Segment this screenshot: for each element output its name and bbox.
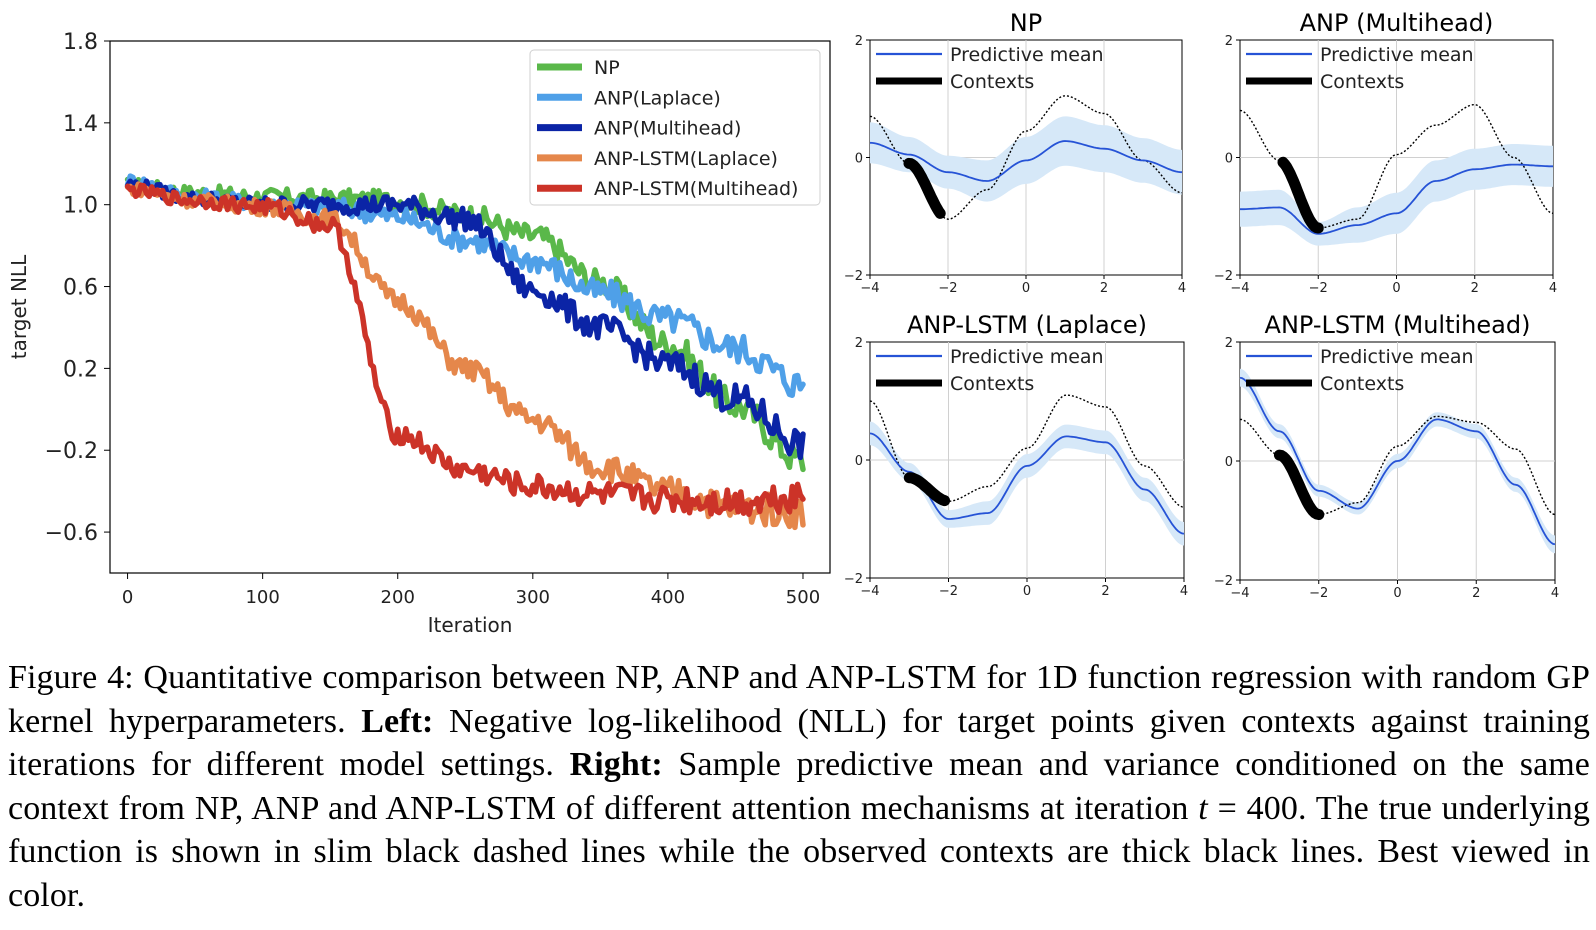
nll-x-tick-label: 300 [516, 587, 550, 608]
nll-y-tick-label: 0.6 [63, 276, 98, 301]
panel-x-tick-label: −4 [860, 281, 879, 296]
panel-x-tick-label: 0 [1392, 281, 1400, 296]
panel-x-tick-label: 0 [1023, 584, 1031, 599]
panel-x-tick-label: 0 [1393, 586, 1401, 601]
contexts-line [903, 157, 946, 219]
panel-legend-label: Predictive mean [950, 44, 1104, 66]
panel-y-tick-label: −2 [1214, 574, 1233, 589]
caption-math-t: t [1198, 789, 1208, 827]
panel-title: NP [1010, 9, 1042, 37]
panel-legend-label: Contexts [950, 71, 1034, 93]
nll-legend-label: ANP-LSTM(Laplace) [594, 148, 778, 170]
nll-x-tick-label: 500 [786, 587, 820, 608]
panel-y-tick-label: 0 [1225, 152, 1233, 167]
nll-y-tick-label: −0.2 [45, 439, 98, 464]
contexts-line [1277, 156, 1324, 234]
panel-x-tick-label: −2 [1309, 281, 1328, 296]
panel-y-tick-label: 2 [855, 336, 863, 351]
panel-y-tick-label: 2 [1225, 34, 1233, 49]
panel-x-tick-label: −2 [938, 281, 957, 296]
panel-y-tick-label: 0 [855, 152, 863, 167]
contexts-line [1273, 449, 1325, 520]
true-function-line [869, 95, 1183, 220]
nll-curves [124, 173, 806, 531]
caption-right-label: Right: [569, 746, 663, 783]
panel-x-tick-label: −2 [939, 584, 958, 599]
predictive-variance-band [870, 421, 1184, 546]
panel-x-tick-label: −4 [860, 584, 879, 599]
regression-panel [866, 341, 1185, 582]
panel-legend-label: Contexts [950, 373, 1034, 395]
panel-legend-label: Predictive mean [1320, 44, 1474, 66]
panel-y-tick-label: 2 [1225, 336, 1233, 351]
panel-legend-label: Contexts [1320, 71, 1404, 93]
panel-legend-label: Contexts [1320, 373, 1404, 395]
panel-x-tick-label: −2 [1309, 586, 1328, 601]
nll-legend-label: ANP(Multihead) [594, 118, 741, 140]
caption-left-label: Left: [361, 702, 434, 740]
nll-y-tick-label: 1.4 [63, 112, 98, 137]
nll-legend-label: ANP-LSTM(Multihead) [594, 178, 798, 200]
predictive-mean-line [1239, 376, 1556, 546]
panel-y-tick-label: 0 [1225, 455, 1233, 470]
panel-x-tick-label: 4 [1549, 281, 1557, 296]
nll-x-tick-label: 0 [122, 587, 133, 608]
nll-y-tick-label: 1.0 [63, 194, 98, 219]
caption-text: . The true underlying function is shown … [8, 789, 1590, 914]
true-function-line [1239, 415, 1556, 516]
panel-y-tick-label: −2 [1214, 269, 1233, 284]
nll-x-tick-label: 400 [651, 587, 685, 608]
nll-series-line [124, 182, 806, 518]
panel-legend-label: Predictive mean [950, 346, 1104, 368]
nll-x-tick-label: 100 [245, 587, 279, 608]
predictive-variance-band [870, 116, 1182, 202]
panel-y-tick-label: −2 [844, 269, 863, 284]
nll-y-tick-label: −0.6 [45, 521, 98, 546]
regression-panel [1236, 341, 1556, 584]
panel-x-tick-label: 2 [1101, 584, 1109, 599]
nll-legend-label: NP [594, 57, 620, 79]
caption-text: Negative log-likelihood (NLL) for target… [8, 702, 1590, 784]
nll-y-tick-label: 1.8 [63, 30, 98, 55]
regression-panel [1236, 39, 1554, 279]
panel-x-tick-label: 0 [1022, 281, 1030, 296]
panel-x-tick-label: 4 [1178, 281, 1186, 296]
caption-text: Sample predictive mean and variance cond… [8, 746, 1590, 827]
predictive-mean-line [1240, 163, 1553, 235]
panel-x-tick-label: 2 [1471, 281, 1479, 296]
panel-x-tick-label: 4 [1180, 584, 1188, 599]
nll-y-tick-label: 0.2 [63, 357, 98, 382]
panel-x-tick-label: −4 [1230, 281, 1249, 296]
predictive-mean-line [869, 140, 1183, 182]
panel-x-tick-label: 2 [1100, 281, 1108, 296]
panel-y-tick-label: 2 [855, 34, 863, 49]
figure-4: 0 100 200 300 400 5001.81.41.00.60.2−0.2−0.6I… [7, 9, 1559, 637]
figure-caption: Figure 4: Quantitative comparison betwee… [8, 656, 1590, 917]
panel-title: ANP-LSTM (Multihead) [1265, 311, 1531, 339]
caption-math-value: = 400 [1207, 789, 1298, 827]
panel-y-tick-label: −2 [844, 572, 863, 587]
nll-legend [529, 49, 821, 206]
nll-x-axis-label: Iteration [428, 613, 513, 637]
panel-x-tick-label: 4 [1551, 586, 1559, 601]
panel-x-tick-label: −4 [1230, 586, 1249, 601]
panel-x-tick-label: 2 [1472, 586, 1480, 601]
regression-panel [866, 39, 1183, 279]
nll-legend-box [529, 49, 821, 206]
panel-title: ANP-LSTM (Laplace) [907, 311, 1147, 339]
panel-legend-label: Predictive mean [1320, 346, 1474, 368]
nll-x-tick-label: 200 [381, 587, 415, 608]
nll-y-axis-label: target NLL [7, 254, 31, 359]
panel-y-tick-label: 0 [855, 454, 863, 469]
caption-text: Figure 4: Quantitative comparison betwee… [8, 659, 1590, 740]
nll-legend-label: ANP(Laplace) [594, 87, 721, 109]
contexts-line [903, 472, 951, 507]
nll-series-line [124, 173, 806, 398]
panel-title: ANP (Multihead) [1300, 9, 1494, 37]
